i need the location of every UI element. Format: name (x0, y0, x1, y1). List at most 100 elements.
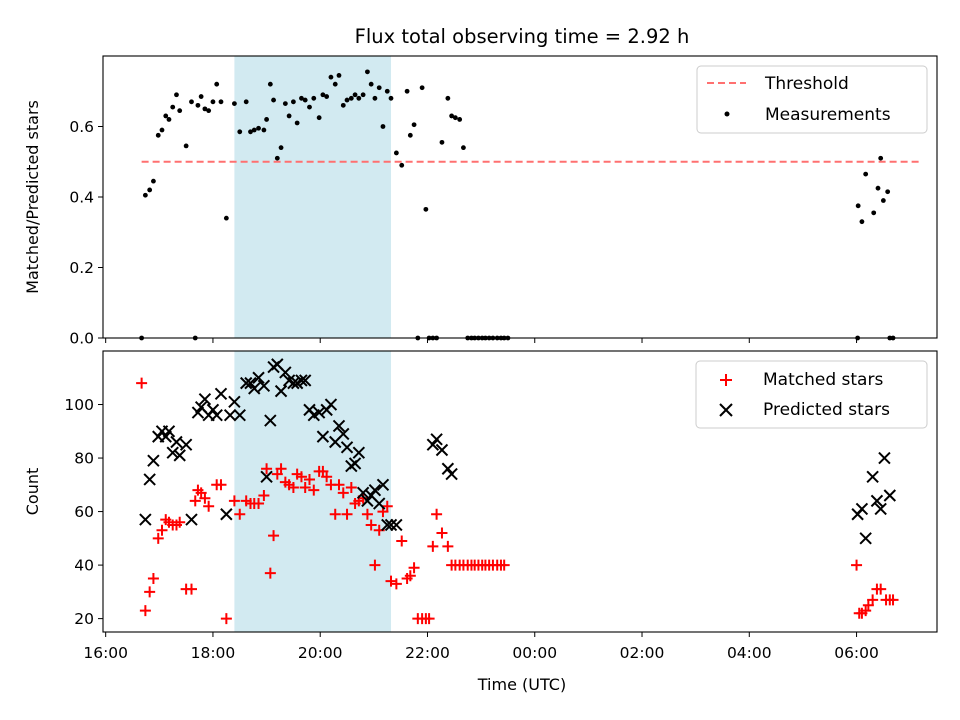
matched-star-point (404, 570, 416, 582)
matched-star-point (136, 377, 148, 389)
measurement-point (155, 132, 161, 138)
measurement-point (855, 203, 861, 209)
predicted-star-point (312, 406, 326, 419)
legend-threshold-label: Threshold (764, 74, 849, 94)
y-tick-label: 40 (74, 557, 94, 575)
measurement-point (885, 189, 891, 195)
top-panel: 0.0 0.2 0.4 0.6 Matched/Predicted stars Thr… (23, 55, 938, 348)
predicted-star-point (274, 384, 288, 398)
predicted-star-point (287, 376, 300, 390)
predicted-star-point (855, 502, 869, 516)
matched-star-point (431, 508, 443, 520)
predicted-star-point (435, 443, 449, 457)
x-tick-label: 06:00 (834, 644, 879, 662)
predicted-star-point (348, 457, 362, 470)
measurement-point (859, 219, 865, 225)
predicted-star-point (426, 438, 440, 451)
measurement-point (237, 129, 243, 135)
measurement-point (282, 101, 288, 106)
top-y-ticks: 0.0 0.2 0.4 0.6 (69, 118, 103, 348)
measurement-point (384, 88, 390, 94)
matched-star-point (851, 559, 863, 571)
matched-star-point (287, 481, 299, 493)
matched-star-point (498, 559, 510, 571)
matched-star-point (396, 535, 408, 547)
predicted-star-point (248, 382, 261, 395)
matched-star-point (333, 479, 345, 491)
measurement-point (278, 145, 284, 151)
predicted-star-point (185, 513, 198, 526)
y-tick-label: 0.6 (69, 118, 94, 136)
matched-star-point (144, 586, 156, 598)
matched-star-point (152, 532, 164, 544)
matched-star-point (264, 567, 276, 579)
predicted-star-point (233, 409, 246, 422)
measurement-point (336, 72, 342, 78)
top-x-ticks (105, 338, 858, 343)
observing-span-highlight (234, 56, 392, 338)
bottom-legend-box (695, 360, 928, 429)
matched-star-point (220, 613, 232, 625)
matched-star-point (357, 492, 369, 504)
measurement-point (461, 145, 466, 151)
measurement-point (202, 106, 208, 112)
matched-star-point (329, 508, 341, 520)
predicted-star-point (179, 438, 193, 451)
predicted-star-point (883, 489, 897, 502)
measurement-point (457, 117, 463, 122)
matched-star-point (337, 487, 349, 499)
measurement-point (445, 95, 451, 101)
bottom-x-ticks: 16:00 18:00 20:00 22:00 00:00 02:00 04:00 06:00 (83, 632, 879, 662)
predicted-star-point (295, 374, 308, 387)
legend-predicted-label: Predicted stars (763, 400, 890, 420)
matched-star-point (275, 463, 287, 475)
predicted-star-point (170, 435, 183, 449)
predicted-star-point (210, 409, 223, 422)
predicted-star-point (356, 486, 370, 500)
x-tick-label: 20:00 (298, 644, 343, 662)
matched-star-point (369, 559, 381, 571)
matched-star-point (436, 527, 448, 539)
measurement-point (311, 95, 317, 101)
matched-star-point (228, 495, 240, 507)
measurement-point (316, 115, 322, 121)
predicted-star-point (430, 433, 443, 446)
matched-star-point (253, 498, 265, 510)
measurement-point (206, 108, 212, 114)
measurement-point (863, 171, 869, 177)
measurement-point (256, 125, 261, 131)
measurement-point (243, 99, 249, 105)
measurement-point (274, 155, 280, 161)
measurement-point (407, 132, 413, 138)
measurement-point (340, 102, 346, 108)
legend-measurements-label: Measurements (765, 105, 891, 125)
measurement-point (147, 187, 153, 193)
matched-star-point (321, 471, 333, 483)
measurement-point (302, 97, 308, 103)
legend-matched-label: Matched stars (763, 370, 883, 390)
predicted-star-point (874, 502, 887, 516)
bottom-legend: Matched stars Predicted stars (695, 360, 928, 429)
matched-star-point (258, 490, 270, 502)
predicted-star-point (337, 427, 350, 441)
predicted-star-point (260, 470, 273, 483)
measurement-point (380, 124, 386, 129)
measurement-point (299, 95, 304, 101)
measurement-point (356, 95, 362, 101)
measurement-point (452, 115, 458, 121)
measurement-point (411, 122, 417, 128)
predicted-star-point (173, 449, 186, 462)
predicted-star-point (441, 462, 455, 475)
predicted-star-point (257, 379, 271, 392)
matched-and-predicted-points (136, 358, 899, 625)
matched-star-point (199, 492, 211, 504)
predicted-star-point (340, 441, 354, 454)
predicted-star-point (373, 497, 386, 510)
measurement-point (393, 150, 399, 156)
matched-star-point (341, 508, 353, 520)
matched-star-point (299, 481, 311, 493)
measurement-point (189, 99, 194, 105)
measurement-point (251, 127, 257, 133)
measurement-point (261, 127, 267, 133)
measurement-point (328, 74, 334, 80)
